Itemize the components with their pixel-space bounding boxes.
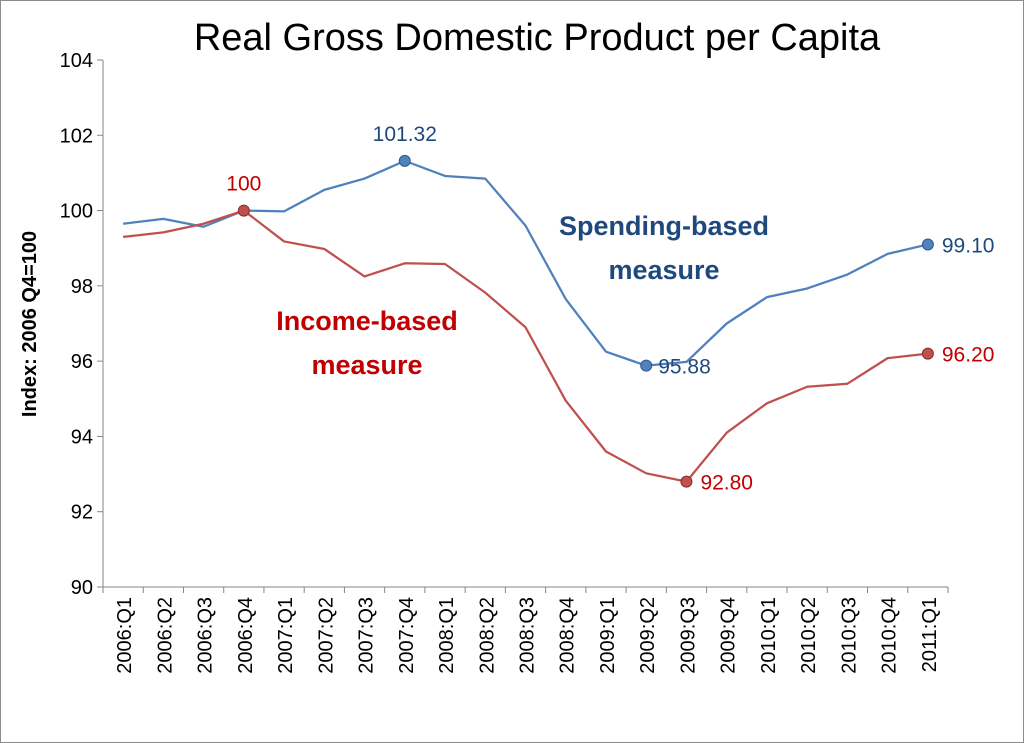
x-tick-label: 2010:Q2 (798, 597, 820, 674)
x-tick-label: 2006:Q4 (235, 597, 257, 674)
x-tick-label: 2007:Q3 (356, 597, 378, 674)
data-point-marker (398, 154, 411, 167)
income-series-label: Income-based measure (276, 306, 458, 380)
data-label: 95.88 (658, 356, 711, 379)
data-point-marker (640, 359, 653, 372)
x-tick-label: 2011:Q1 (919, 597, 941, 672)
data-label: 99.10 (942, 234, 995, 257)
y-tick-label: 104 (60, 50, 93, 72)
data-label: 101.32 (373, 123, 437, 146)
x-tick-label: 2008:Q4 (557, 597, 579, 674)
spending-series-label: Spending-based measure (559, 211, 769, 285)
data-labels: 101.32 95.88 99.10 100 92.80 96.20 (226, 123, 994, 495)
income-series-line (122, 209, 929, 483)
x-tick-label: 2009:Q2 (637, 597, 659, 674)
data-point-marker (237, 204, 250, 217)
income-label-line1: Income-based (276, 306, 458, 336)
x-tick-label: 2009:Q1 (597, 597, 619, 674)
x-tick-label: 2008:Q2 (476, 597, 498, 674)
y-tick-label: 102 (60, 125, 93, 147)
spending-series-line (122, 159, 929, 367)
data-point-marker (921, 238, 934, 251)
chart-title: Real Gross Domestic Product per Capita (194, 17, 881, 59)
x-tick-label: 2007:Q4 (396, 597, 418, 674)
y-tick-label: 100 (60, 201, 93, 223)
data-label: 92.80 (700, 472, 753, 495)
x-tick-label: 2010:Q1 (758, 597, 780, 674)
x-tick-label: 2009:Q4 (718, 597, 740, 674)
income-label-line2: measure (311, 350, 422, 380)
y-tick-label: 94 (71, 426, 93, 448)
data-label: 96.20 (942, 344, 995, 367)
data-point-marker (921, 347, 934, 360)
axes: 90 92 94 96 98 100 102 104 2006:Q1 2006:Q2 2006:Q3… (60, 50, 949, 674)
x-tick-label: 2008:Q1 (436, 597, 458, 674)
y-tick-label: 92 (71, 502, 93, 524)
data-label: 100 (226, 173, 261, 196)
spending-label-line1: Spending-based (559, 211, 769, 241)
x-tick-label: 2007:Q2 (315, 597, 337, 674)
y-tick-label: 98 (71, 276, 93, 298)
x-tick-label: 2009:Q3 (677, 597, 699, 674)
data-point-marker (680, 475, 693, 488)
x-tick-label: 2010:Q3 (838, 597, 860, 674)
x-tick-label: 2006:Q3 (195, 597, 217, 674)
spending-label-line2: measure (608, 255, 719, 285)
x-tick-label: 2008:Q3 (517, 597, 539, 674)
x-tick-label: 2007:Q1 (275, 597, 297, 674)
y-tick-label: 96 (71, 351, 93, 373)
series-layer (122, 154, 934, 488)
x-tick-label: 2006:Q1 (114, 597, 136, 674)
x-tick-label: 2006:Q2 (154, 597, 176, 674)
y-tick-label: 90 (71, 577, 93, 599)
y-axis-label: Index: 2006 Q4=100 (19, 231, 41, 417)
x-tick-label: 2010:Q4 (879, 597, 901, 674)
